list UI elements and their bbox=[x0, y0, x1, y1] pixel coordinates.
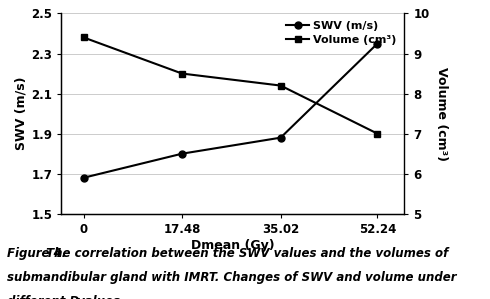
Y-axis label: SWV (m/s): SWV (m/s) bbox=[14, 77, 27, 150]
Text: submandibular gland with IMRT. Changes of SWV and volume under: submandibular gland with IMRT. Changes o… bbox=[7, 271, 457, 283]
Legend: SWV (m/s), Volume (cm³): SWV (m/s), Volume (cm³) bbox=[284, 19, 399, 47]
Text: The correlation between the SWV values and the volumes of: The correlation between the SWV values a… bbox=[42, 247, 448, 260]
X-axis label: Dmean (Gy): Dmean (Gy) bbox=[191, 239, 274, 251]
Text: different D: different D bbox=[7, 295, 79, 299]
Text: mean: mean bbox=[51, 298, 82, 299]
Text: values.: values. bbox=[73, 295, 124, 299]
Text: Figure 4.: Figure 4. bbox=[7, 247, 67, 260]
Y-axis label: Volume (cm³): Volume (cm³) bbox=[435, 67, 448, 161]
